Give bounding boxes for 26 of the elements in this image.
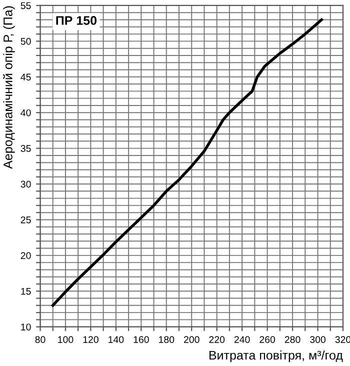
x-tick-label: 280: [284, 336, 300, 344]
x-axis-title: Витрата повітря, м³/год: [209, 350, 343, 362]
x-tick-label: 100: [58, 336, 74, 344]
x-tick-label: 80: [35, 336, 46, 344]
x-tick-label: 300: [310, 336, 326, 344]
y-axis-title: Аеродинамічний опір Р, (Па): [2, 6, 15, 169]
x-tick-label: 160: [134, 336, 149, 344]
y-tick-label: 50: [20, 38, 31, 45]
y-tick-label: 20: [20, 252, 31, 260]
y-tick-label: 55: [20, 2, 31, 10]
x-tick-label: 220: [209, 336, 225, 344]
y-tick-label: 40: [20, 109, 31, 116]
y-tick-label: 15: [21, 288, 31, 295]
annotation: ПР 150: [56, 16, 97, 25]
y-tick-label: 45: [20, 74, 31, 81]
x-tick-label: 200: [184, 336, 200, 344]
x-tick-label: 180: [159, 336, 174, 344]
x-tick-label: 240: [234, 336, 250, 344]
x-tick-label: 140: [108, 336, 124, 344]
x-tick-label: 260: [260, 336, 276, 344]
line-series: [51, 18, 323, 307]
y-tick-label: 10: [21, 324, 31, 330]
x-tick-label: 120: [83, 336, 98, 344]
y-tick-label: 30: [20, 180, 31, 188]
y-tick-label: 25: [20, 216, 31, 224]
y-tick-label: 35: [20, 145, 31, 152]
